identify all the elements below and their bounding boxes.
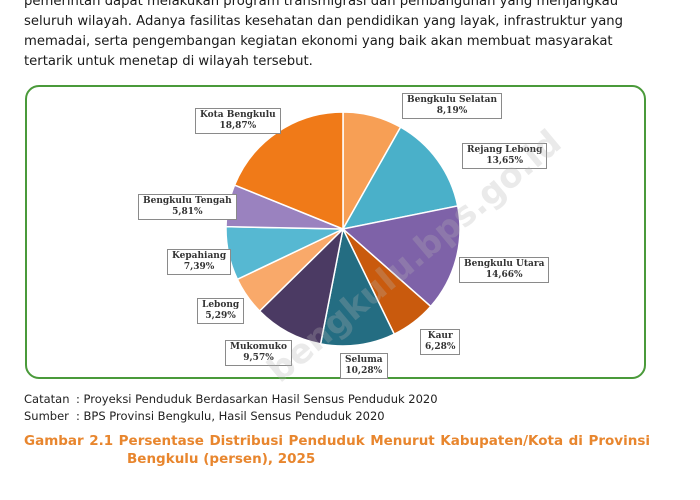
paragraph-line-4: tertarik untuk menetap di wilayah terseb… [24, 54, 313, 69]
data-label-value: 18,87% [219, 121, 257, 131]
caption-word: 2.1 [89, 433, 114, 449]
chart-notes: Catatan : Proyeksi Penduduk Berdasarkan H… [24, 391, 438, 425]
note-sumber-key: Sumber [24, 409, 69, 423]
data-label-name: Kaur [427, 331, 453, 341]
note-catatan-text: : Proyeksi Penduduk Berdasarkan Hasil Se… [76, 392, 438, 406]
note-catatan: Catatan : Proyeksi Penduduk Berdasarkan H… [24, 391, 438, 408]
data-label-value: 5,29% [205, 311, 236, 321]
pie-slice [319, 226, 396, 347]
data-label-name: Bengkulu Utara [464, 259, 545, 269]
data-label-value: 10,28% [345, 366, 383, 376]
data-label-name: Seluma [345, 355, 383, 365]
caption-line-1: Gambar 2.1 Persentase Distribusi Penduduk Men… [24, 432, 650, 450]
data-label: Seluma 10,28% [340, 353, 388, 379]
chart-frame: Bengkulu Selatan 8,19% Rejang Lebong 13,65%… [25, 85, 646, 379]
data-label: Bengkulu Selatan 8,19% [402, 93, 503, 119]
data-label: Kota Bengkulu 18,87% [195, 108, 281, 134]
data-label: Bengkulu Utara 14,66% [459, 257, 550, 283]
data-label: Rejang Lebong 13,65% [462, 143, 548, 169]
data-label-name: Kepahiang [172, 251, 227, 261]
data-label: Lebong 5,29% [197, 298, 245, 324]
data-label: Kaur 6,28% [420, 329, 461, 355]
data-label: Bengkulu Tengah 5,81% [138, 194, 237, 220]
pie-chart [225, 111, 461, 347]
figure-caption: Gambar 2.1 Persentase Distribusi Penduduk Men… [24, 432, 650, 468]
caption-word: Penduduk [288, 433, 365, 449]
pie-slice [341, 205, 461, 308]
data-label-value: 14,66% [485, 270, 523, 280]
data-label-name: Mukomuko [230, 342, 288, 352]
caption-line-2: Bengkulu (persen), 2025 [127, 451, 316, 467]
caption-word: Gambar [24, 433, 84, 449]
note-sumber-text: : BPS Provinsi Bengkulu, Hasil Sensus Pe… [76, 409, 385, 423]
paragraph-line-2: seluruh wilayah. Adanya fasilitas keseha… [24, 14, 624, 29]
data-label-value: 7,39% [183, 262, 215, 272]
intro-paragraph: pemerintah dapat melakukan program trans… [24, 0, 650, 72]
data-label: Mukomuko 9,57% [225, 340, 293, 366]
data-label-value: 5,81% [172, 207, 203, 217]
data-label-name: Kota Bengkulu [200, 110, 276, 120]
pie-slice [341, 126, 459, 231]
data-label-value: 8,19% [436, 106, 468, 116]
note-sumber: Sumber : BPS Provinsi Bengkulu, Hasil Sen… [24, 408, 438, 425]
data-label: Kepahiang 7,39% [167, 249, 232, 275]
data-label-value: 6,28% [425, 342, 456, 352]
data-label-name: Lebong [202, 300, 240, 310]
note-catatan-key: Catatan [24, 392, 70, 406]
caption-word: Kabupaten/Kota [440, 433, 564, 449]
caption-word: di [568, 433, 583, 449]
caption-word: Distribusi [209, 433, 283, 449]
data-label-value: 13,65% [486, 156, 524, 166]
data-label-name: Rejang Lebong [467, 145, 543, 155]
data-label-name: Bengkulu Tengah [143, 196, 232, 206]
caption-word: Provinsi [588, 433, 650, 449]
data-label-value: 9,57% [243, 353, 274, 363]
caption-word: Menurut [370, 433, 435, 449]
paragraph-line-1: pemerintah dapat melakukan program trans… [24, 0, 619, 9]
data-label-name: Bengkulu Selatan [407, 95, 498, 105]
paragraph-line-3: memadai, serta pengembangan kegiatan eko… [24, 34, 613, 49]
caption-word: Persentase [118, 433, 204, 449]
